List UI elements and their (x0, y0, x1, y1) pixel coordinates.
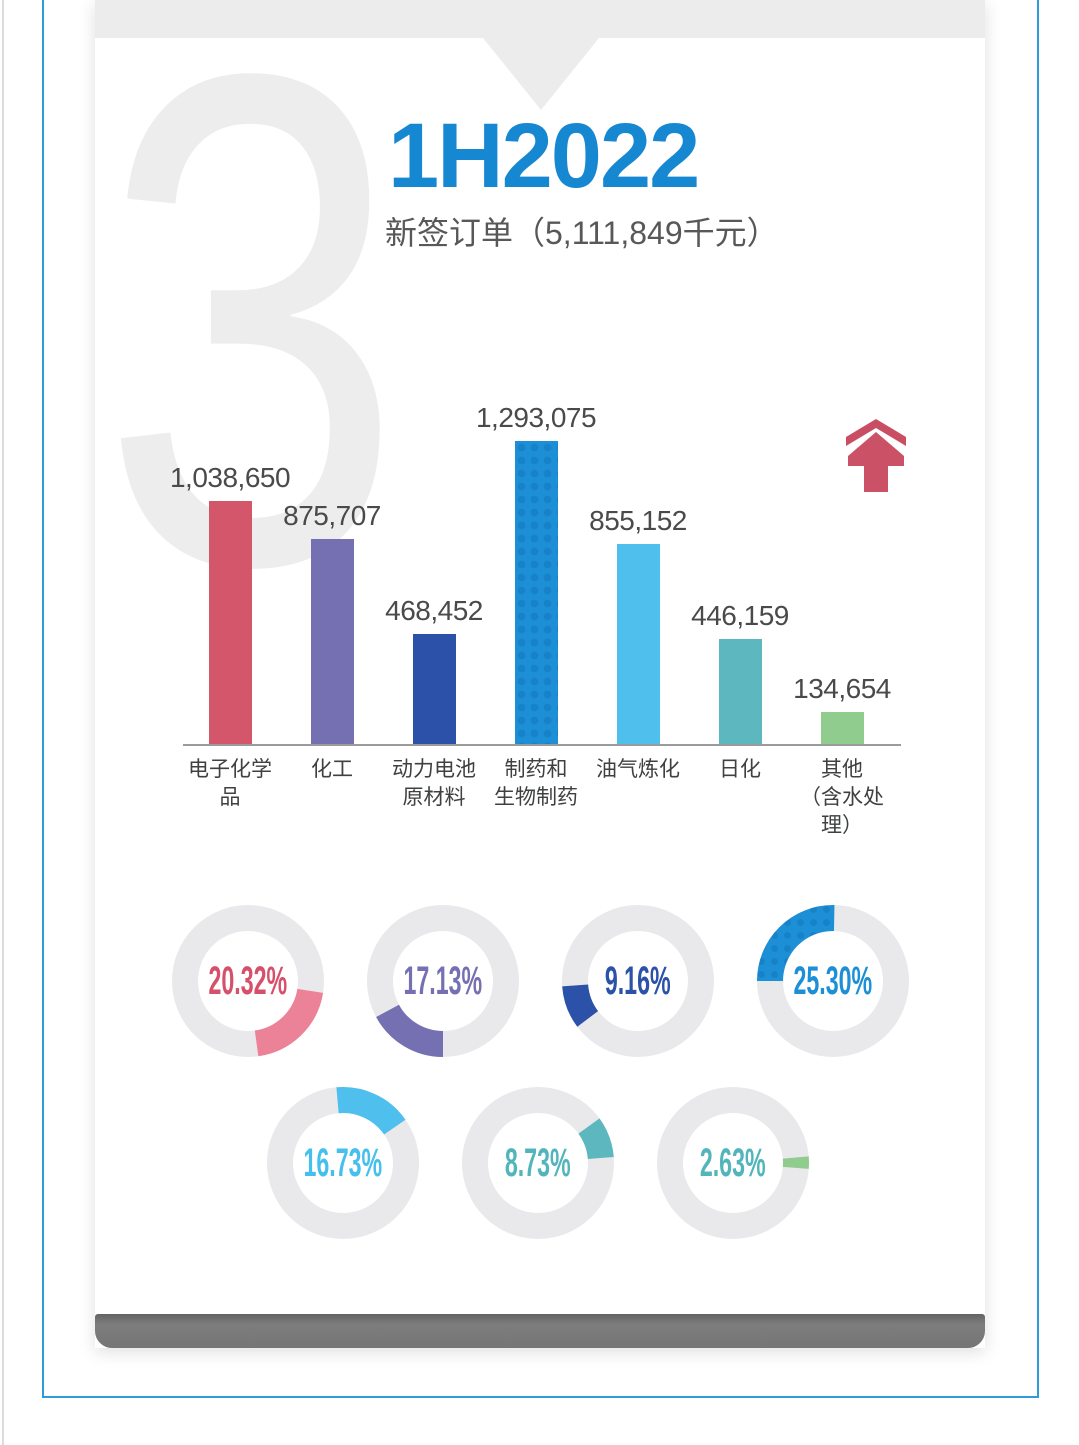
content-card: 3 1H2022 新签订单（5,111,849千元） 1,038,650 875,… (95, 0, 985, 1348)
donut-ring (267, 1087, 419, 1239)
card-bottom-bar (95, 1314, 985, 1348)
bar (820, 712, 864, 744)
bar (616, 544, 660, 744)
band-notch-triangle (483, 38, 599, 110)
bar-chart-axis (183, 744, 901, 746)
bar-column: 468,452 (383, 378, 485, 744)
bar-column: 875,707 (281, 378, 383, 744)
donut-chart: 8.73% (460, 1085, 616, 1241)
bar-category-label: 动力电池 原材料 (392, 758, 476, 809)
donut-percent-label: 8.73% (505, 1141, 571, 1185)
donut-chart: 17.13% (365, 903, 521, 1059)
bar-value-label: 134,654 (793, 673, 891, 704)
donut-ring (657, 1087, 809, 1239)
donut-percent-label: 25.30% (793, 959, 873, 1003)
bar-value-label: 1,293,075 (475, 402, 597, 433)
donut-chart: 20.32% (170, 903, 326, 1059)
donut-percent-label: 17.13% (403, 959, 483, 1003)
donut-ring (367, 905, 519, 1057)
bar-category-label: 制药和 生物制药 (494, 758, 578, 809)
page-title: 1H2022 (388, 105, 700, 207)
increase-arrow-icon (846, 419, 906, 492)
donut-chart: 9.16% (560, 903, 716, 1059)
donut-chart: 2.63% (655, 1085, 811, 1241)
bar (310, 539, 354, 744)
bar-column: 1,293,075 (476, 378, 597, 744)
donut-ring (462, 1087, 614, 1239)
donut-percent-label: 16.73% (303, 1141, 383, 1185)
bar (208, 501, 252, 744)
bar (412, 634, 456, 744)
donut-percent-label: 9.16% (605, 959, 671, 1003)
bar-value-label: 855,152 (589, 505, 687, 536)
donut-chart: 25.30% (755, 903, 911, 1059)
bar-value-label: 875,707 (283, 500, 381, 531)
bar-chart: 1,038,650 875,707 468,452 1,293,075 855,152 4… (170, 378, 893, 744)
bar-category-label: 油气炼化 (596, 758, 680, 781)
bar-value-label: 468,452 (385, 595, 483, 626)
bar-column: 855,152 (587, 378, 689, 744)
bar (718, 639, 762, 744)
bar-category-label: 其他 （含水处理） (800, 758, 884, 837)
page-edge-line (2, 0, 4, 1445)
donut-ring (172, 905, 324, 1057)
bar (514, 441, 558, 744)
bar-value-label: 1,038,650 (169, 462, 291, 493)
bar-category-label: 化工 (311, 758, 353, 781)
donut-chart: 16.73% (265, 1085, 421, 1241)
bar-chart-category-labels: 电子化学品 化工 动力电池 原材料 制药和 生物制药 油气炼化 日化 其他 （含水处理） (179, 756, 893, 840)
bar-column: 446,159 (689, 378, 791, 744)
bar-category-label: 日化 (719, 758, 761, 781)
bar-column: 134,654 (791, 378, 893, 744)
donut-ring (757, 905, 909, 1057)
donut-percent-label: 20.32% (208, 959, 288, 1003)
bar-column: 1,038,650 (170, 378, 291, 744)
slide-border-frame (42, 0, 1039, 1398)
page-subtitle: 新签订单（5,111,849千元） (385, 215, 779, 251)
bar-category-label: 电子化学品 (188, 758, 272, 809)
card-top-band (95, 0, 985, 38)
bar-value-label: 446,159 (691, 600, 789, 631)
donut-percent-label: 2.63% (700, 1141, 766, 1185)
donut-ring (562, 905, 715, 1057)
